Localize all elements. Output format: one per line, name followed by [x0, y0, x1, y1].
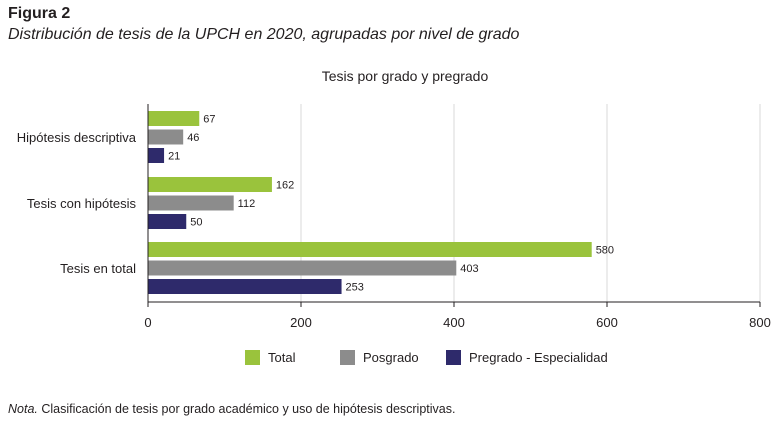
figure-caption: Distribución de tesis de la UPCH en 2020…	[8, 26, 520, 43]
bar-posgrado-tesis-en-total	[148, 260, 457, 276]
value-label-pregrado-especialidad-tesis-con-hipotesis: 50	[190, 217, 202, 229]
chart-legend: Total Posgrado Pregrado - Especialidad	[245, 350, 608, 365]
value-label-total-tesis-con-hipotesis: 162	[276, 180, 294, 192]
bar-posgrado-hipotesis-descriptiva	[148, 129, 184, 145]
value-label-pregrado-especialidad-hipotesis-descriptiva: 21	[168, 151, 180, 163]
chart-bars: 67 46 21 162 112 50 580 403 253	[148, 111, 614, 294]
bar-pregrado-especialidad-hipotesis-descriptiva	[148, 148, 165, 163]
figure-label: Figura 2	[8, 5, 71, 22]
category-label-tesis-en-total: Tesis en total	[60, 261, 136, 276]
x-tick-label-0: 0	[144, 315, 151, 330]
note-prefix: Nota.	[8, 402, 38, 416]
note-text: Clasificación de tesis por grado académi…	[37, 402, 456, 416]
x-tick-label-600: 600	[596, 315, 618, 330]
legend-swatch-posgrado	[340, 350, 355, 365]
legend-label-posgrado: Posgrado	[363, 350, 419, 365]
x-tick-label-200: 200	[290, 315, 312, 330]
legend-label-total: Total	[268, 350, 296, 365]
value-label-pregrado-especialidad-tesis-en-total: 253	[346, 282, 364, 294]
value-label-posgrado-hipotesis-descriptiva: 46	[187, 132, 199, 144]
category-label-hipotesis-descriptiva: Hipótesis descriptiva	[17, 130, 137, 145]
chart-axes: 0 200 400 600 800 Hipótesis descriptiva Tesis …	[17, 104, 771, 330]
bar-pregrado-especialidad-tesis-en-total	[148, 279, 342, 294]
legend-label-pregrado-especialidad: Pregrado - Especialidad	[469, 350, 608, 365]
bar-pregrado-especialidad-tesis-con-hipotesis	[148, 214, 187, 229]
x-tick-label-400: 400	[443, 315, 465, 330]
value-label-posgrado-tesis-con-hipotesis: 112	[238, 198, 256, 210]
bar-total-hipotesis-descriptiva	[148, 111, 200, 126]
value-label-total-hipotesis-descriptiva: 67	[203, 114, 215, 126]
value-label-total-tesis-en-total: 580	[596, 245, 614, 257]
chart-title: Tesis por grado y pregrado	[322, 68, 489, 84]
legend-swatch-pregrado-especialidad	[446, 350, 461, 365]
legend-swatch-total	[245, 350, 260, 365]
figure-note: Nota. Clasificación de tesis por grado a…	[8, 402, 455, 416]
category-label-tesis-con-hipotesis: Tesis con hipótesis	[27, 196, 137, 211]
value-label-posgrado-tesis-en-total: 403	[460, 263, 478, 275]
x-tick-label-800: 800	[749, 315, 771, 330]
bar-total-tesis-con-hipotesis	[148, 177, 272, 192]
bar-total-tesis-en-total	[148, 242, 592, 257]
bar-posgrado-tesis-con-hipotesis	[148, 195, 234, 211]
